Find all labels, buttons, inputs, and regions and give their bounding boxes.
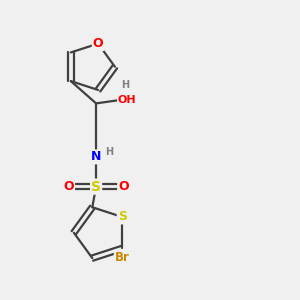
Text: OH: OH: [118, 95, 136, 105]
Text: N: N: [91, 150, 101, 164]
Text: O: O: [93, 37, 104, 50]
Text: S: S: [118, 211, 127, 224]
Text: H: H: [105, 147, 113, 158]
Text: O: O: [118, 180, 129, 193]
Text: H: H: [121, 80, 129, 90]
Text: Br: Br: [115, 251, 130, 264]
Text: S: S: [91, 180, 101, 194]
Text: O: O: [63, 180, 74, 193]
